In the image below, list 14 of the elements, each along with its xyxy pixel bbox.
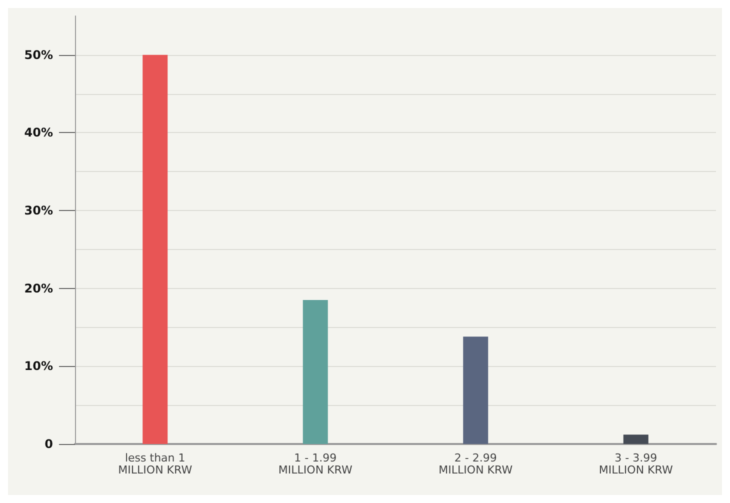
bar xyxy=(142,54,168,444)
y-tick-label: 20% xyxy=(24,281,53,296)
bar xyxy=(302,300,328,444)
x-tick-label: 1 - 1.99 MILLION KRW xyxy=(278,452,352,476)
y-tick-label: 10% xyxy=(24,359,53,374)
x-tick-label: 3 - 3.99 MILLION KRW xyxy=(598,452,673,476)
y-tick-label: 0 xyxy=(44,437,53,451)
x-tick-label: 2 - 2.99 MILLION KRW xyxy=(438,452,513,476)
x-tick-label: less than 1 MILLION KRW xyxy=(118,452,192,476)
y-tick-label: 50% xyxy=(24,48,53,62)
y-tick-label: 30% xyxy=(24,204,53,218)
bar xyxy=(623,434,648,444)
bar xyxy=(463,336,488,444)
y-tick-label: 40% xyxy=(24,126,53,140)
